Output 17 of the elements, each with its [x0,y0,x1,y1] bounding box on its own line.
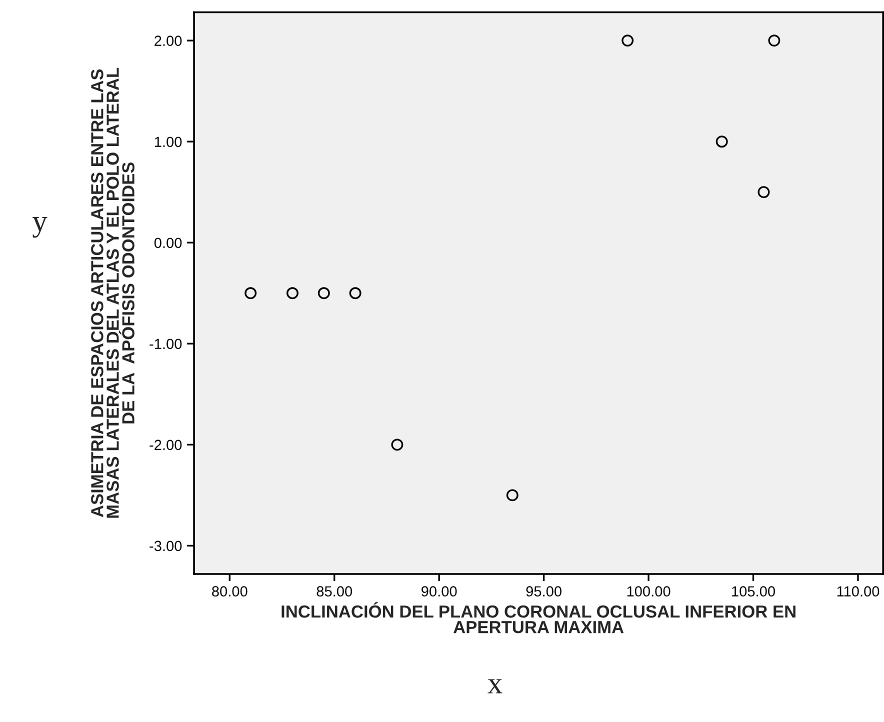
x-axis-title: INCLINACIÓN DEL PLANO CORONAL OCLUSAL INFERIOR EN APERTURA MAXIMA [282,602,796,634]
y-tick-label: 2.00 [154,36,182,46]
text: y [32,217,48,238]
y-tick-label: -2.00 [150,440,182,450]
x-tick-label: 100.00 [627,586,670,597]
y-tick-label: -3.00 [150,540,182,552]
x-tick-label: 90.00 [422,586,457,597]
x-tick-label: 95.00 [526,586,562,597]
y-tick-label: 0.00 [154,238,182,248]
x-tick-label: 80.00 [212,586,248,597]
y-tick-label: 1.00 [154,136,182,148]
y-axis-title: ASIMETRIA DE ESPACIOS ARTICULARES ENTRE LAS MASAS LATERALES DEL ATLAS Y EL POLO LATERAL DE LA APÓFISIS ODONTOIDES [91,68,134,518]
x-tick-label: 105.00 [732,586,775,597]
x-tick-label: 85.00 [316,586,352,597]
x-tick-label: 110.00 [837,586,880,597]
y-tick-label: -1.00 [150,338,182,350]
text: x [488,679,502,694]
